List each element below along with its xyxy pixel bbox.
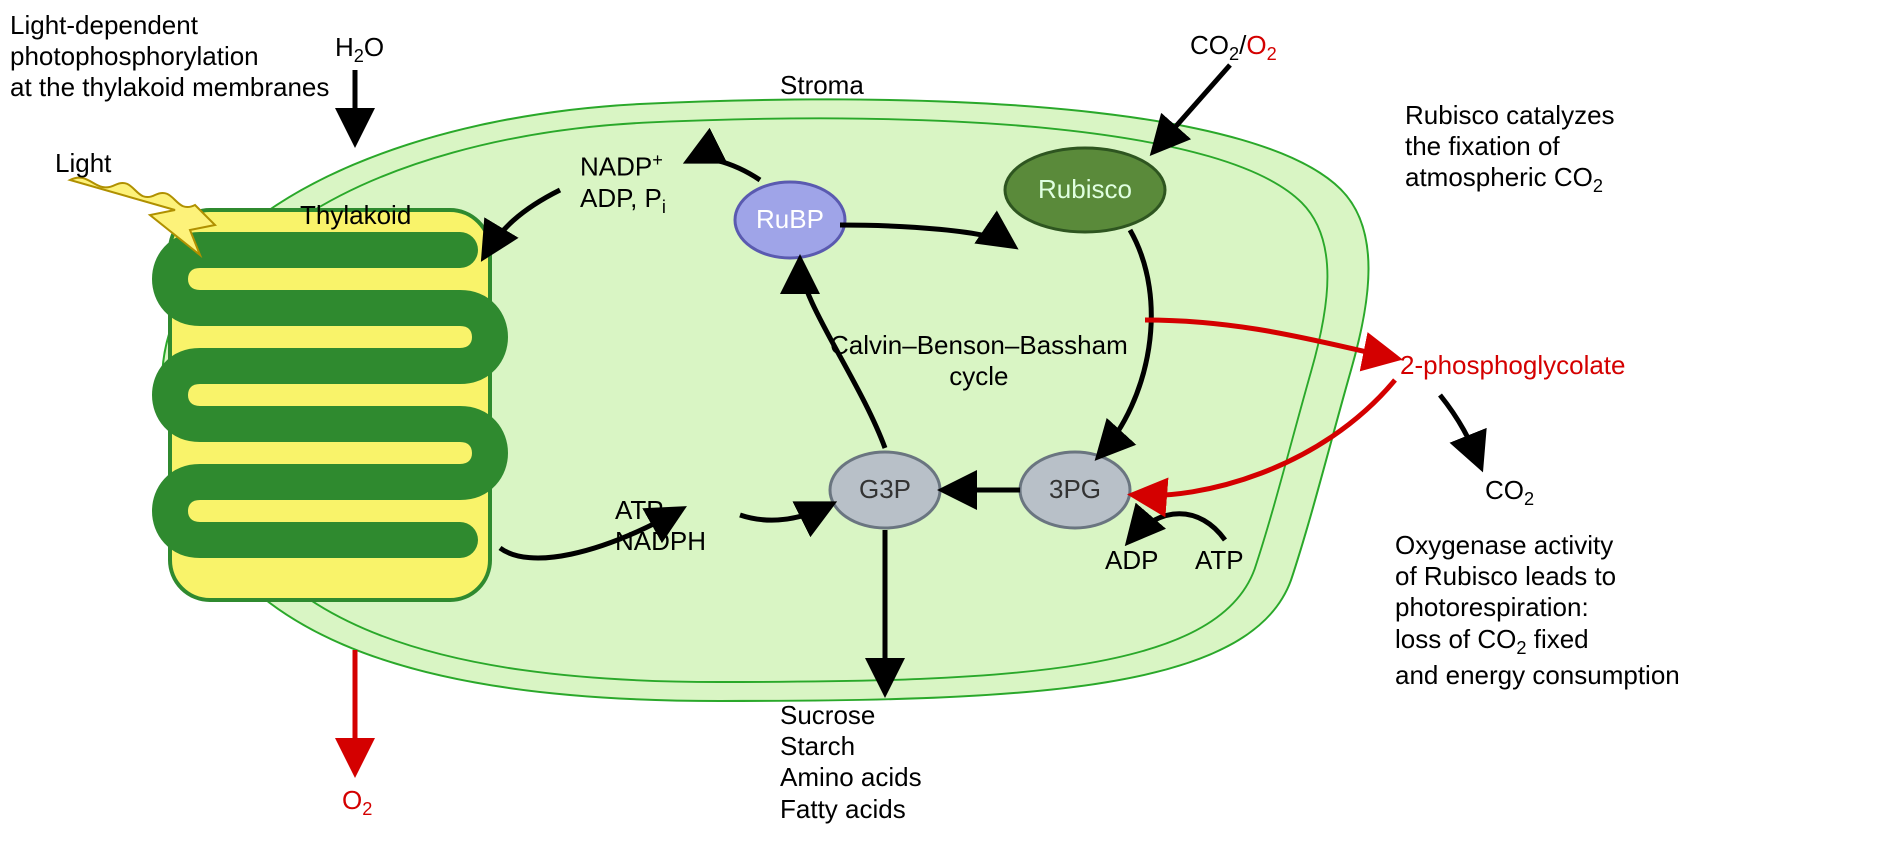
label-nadp: NADP+ADP, Pi: [580, 150, 666, 219]
svg-text:3PG: 3PG: [1049, 474, 1101, 504]
label-rubisco_desc: Rubisco catalyzesthe fixation ofatmosphe…: [1405, 100, 1615, 198]
svg-text:G3P: G3P: [859, 474, 911, 504]
label-stroma: Stroma: [780, 70, 864, 101]
node-3pg: 3PG: [1020, 452, 1130, 528]
thylakoid: [170, 210, 490, 600]
label-atp: ATP NADPH: [615, 495, 706, 557]
label-products: Sucrose Starch Amino acids Fatty acids: [780, 700, 922, 825]
label-co2o2: CO2/O2: [1190, 30, 1277, 66]
node-rubisco: Rubisco: [1005, 148, 1165, 232]
label-co2_out: CO2: [1485, 475, 1534, 511]
light-arrow-icon: [70, 178, 215, 255]
label-pgly: 2-phosphoglycolate: [1400, 350, 1626, 381]
node-rubp: RuBP: [735, 182, 845, 258]
label-o2: O2: [342, 785, 372, 821]
label-atp2: ATP: [1195, 545, 1244, 576]
label-adp: ADP: [1105, 545, 1158, 576]
label-thylakoid: Thylakoid: [300, 200, 411, 231]
arrow-black-11: [1440, 395, 1480, 465]
label-cbb: Calvin–Benson–Bassham cycle: [830, 330, 1128, 392]
svg-text:RuBP: RuBP: [756, 204, 824, 234]
svg-text:Rubisco: Rubisco: [1038, 174, 1132, 204]
node-g3p: G3P: [830, 452, 940, 528]
label-h2o: H2O: [335, 32, 384, 68]
label-oxy: Oxygenase activityof Rubisco leads topho…: [1395, 530, 1680, 691]
label-title1: Light-dependent photophosphorylation at …: [10, 10, 329, 104]
label-light: Light: [55, 148, 111, 179]
